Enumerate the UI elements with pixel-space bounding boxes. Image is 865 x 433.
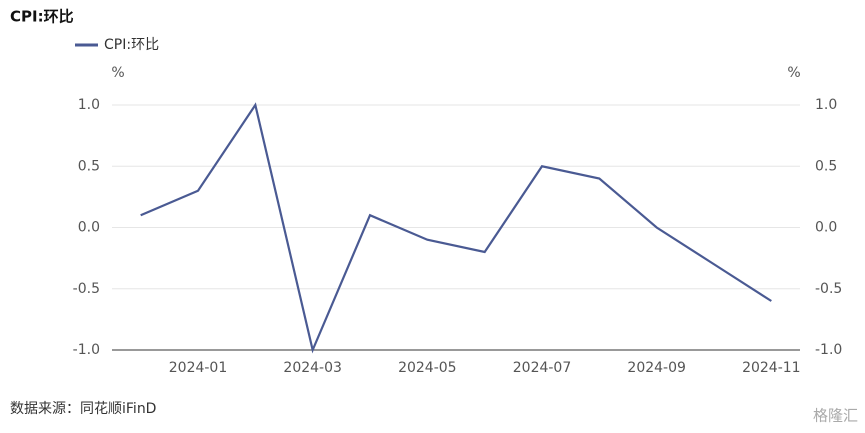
legend-label: CPI:环比 [104, 37, 159, 53]
y2-tick-label: 1.0 [815, 97, 837, 113]
data-line [140, 102, 772, 354]
y-tick-label: -0.5 [73, 281, 100, 297]
x-tick-label: 2024-07 [513, 360, 572, 376]
x-tick-label: 2024-05 [398, 360, 457, 376]
y2-tick-label: -0.5 [815, 281, 842, 297]
watermark: 格隆汇 [813, 407, 858, 425]
y-axis-unit: % [111, 65, 124, 81]
source-note: 数据来源：同花顺iFinD [10, 401, 156, 417]
chart-title: CPI:环比 [10, 8, 74, 26]
x-tick-label: 2024-03 [283, 360, 342, 376]
y2-tick-label: 0.5 [815, 158, 837, 174]
x-tick-label: 2024-09 [627, 360, 686, 376]
y2-axis-unit: % [787, 65, 800, 81]
y2-tick-label: 0.0 [815, 220, 837, 236]
y2-tick-label: -1.0 [815, 342, 842, 358]
x-tick-label: 2024-11 [742, 360, 801, 376]
y-tick-label: -1.0 [73, 342, 100, 358]
y-tick-label: 1.0 [78, 97, 100, 113]
x-tick-label: 2024-01 [169, 360, 228, 376]
y-tick-label: 0.0 [78, 220, 100, 236]
y-tick-label: 0.5 [78, 158, 100, 174]
